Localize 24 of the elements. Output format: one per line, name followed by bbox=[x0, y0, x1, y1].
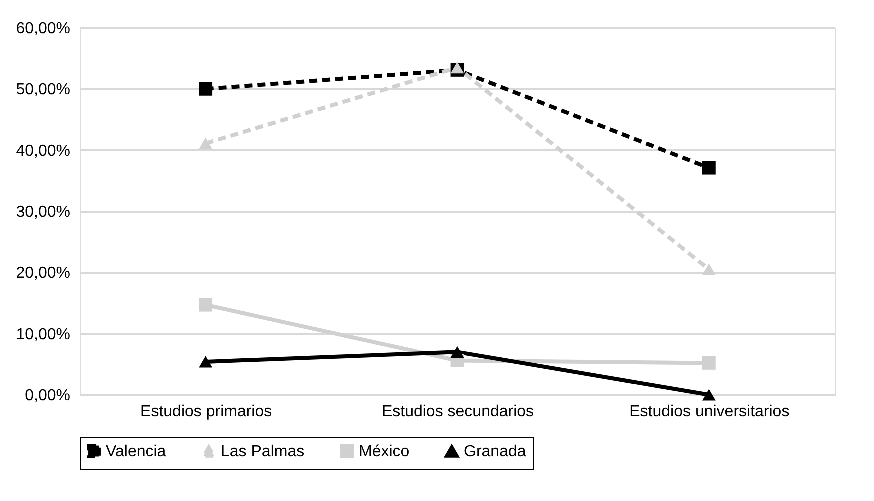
point bbox=[702, 389, 716, 401]
point bbox=[199, 356, 213, 368]
x-tick-label: Estudios primarios bbox=[140, 404, 272, 420]
legend-label: Granada bbox=[464, 444, 526, 461]
point bbox=[450, 62, 464, 74]
y-tick-label: 60,00% bbox=[16, 20, 70, 38]
y-tick-label: 50,00% bbox=[16, 82, 70, 99]
y-tick-label: 10,00% bbox=[16, 326, 70, 344]
point bbox=[702, 161, 716, 175]
legend-label: Las Palmas bbox=[221, 444, 305, 461]
point bbox=[702, 264, 716, 276]
point bbox=[199, 138, 213, 150]
x-tick-label: Estudios secundarios bbox=[382, 404, 534, 420]
x-tick-label: Estudios universitarios bbox=[630, 404, 790, 420]
point bbox=[199, 82, 213, 96]
y-tick-label: 40,00% bbox=[16, 142, 70, 160]
legend-label: México bbox=[359, 443, 410, 460]
point bbox=[702, 356, 716, 370]
point bbox=[199, 298, 213, 312]
legend-label: Valencia bbox=[106, 443, 166, 460]
point bbox=[450, 346, 464, 358]
y-tick-label: 20,00% bbox=[16, 265, 70, 282]
y-tick-label: 30,00% bbox=[16, 204, 70, 221]
y-tick-label: 0,00% bbox=[25, 388, 70, 404]
